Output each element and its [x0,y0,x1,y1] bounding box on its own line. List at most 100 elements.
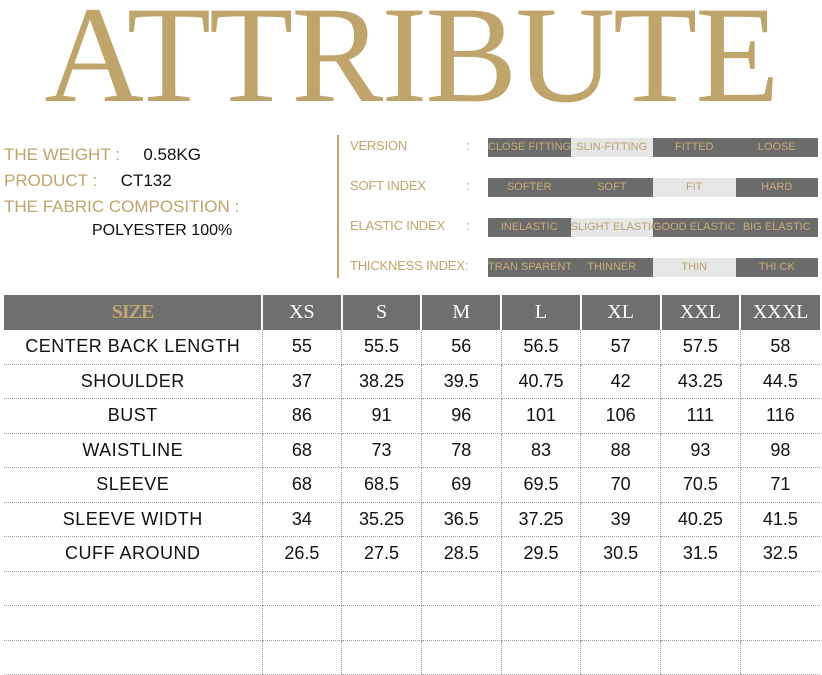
attribute-colon: : [466,218,470,233]
attribute-option: TRAN SPARENT [488,258,571,277]
table-row: CENTER BACK LENGTH 55 55.5 56 56.5 57 57.5 58 [4,330,820,365]
size-value-cell: 31.5 [660,536,741,572]
attributes-panel: VERSION : CLOSE FITTING SLIN-FITTING FIT… [350,136,820,296]
attribute-colon: : [466,178,470,193]
table-row: WAISTLINE 68 73 78 83 88 93 98 [4,433,820,468]
size-value-cell: 32.5 [740,536,820,572]
measurement-label: SHOULDER [4,364,263,399]
size-value-cell [580,605,662,641]
size-value-cell: 37 [262,364,343,399]
size-value-cell: 73 [341,433,422,468]
attribute-row-soft-index: SOFT INDEX : SOFTER SOFT FIT HARD [350,176,820,216]
size-value-cell: 55 [262,330,343,365]
attribute-row-version: VERSION : CLOSE FITTING SLIN-FITTING FIT… [350,136,820,176]
size-value-cell: 68.5 [341,467,422,503]
table-row: CUFF AROUND 26.5 27.5 28.5 29.5 30.5 31.5 32.5 [4,536,820,572]
attribute-option-selected: THIN [653,258,736,277]
product-row: PRODUCT : CT132 [4,168,329,194]
table-row [4,605,820,641]
size-value-cell: 91 [341,398,422,434]
size-value-cell: 36.5 [421,502,502,537]
fabric-label: THE FABRIC COMPOSITION : [4,197,240,216]
size-header-cell: XS [262,295,343,330]
size-value-cell [660,605,741,641]
size-chart-table: SIZE XS S M L XL XXL XXXL CENTER BACK LE… [4,295,820,675]
attribute-options: SOFTER SOFT FIT HARD [488,178,818,197]
measurement-label [4,571,263,606]
size-value-cell: 40.25 [660,502,741,537]
attribute-option: THI CK [735,258,818,277]
size-value-cell: 41.5 [740,502,820,537]
weight-value: 0.58KG [143,145,201,164]
attribute-options: TRAN SPARENT THINNER THIN THI CK [488,258,818,277]
weight-label: THE WEIGHT : [4,145,120,164]
size-table-body: CENTER BACK LENGTH 55 55.5 56 56.5 57 57.5 58 SH… [4,330,820,675]
size-value-cell [660,571,741,606]
size-value-cell: 68 [262,467,343,503]
size-value-cell: 35.25 [341,502,422,537]
size-value-cell: 44.5 [740,364,820,399]
size-value-cell [262,605,343,641]
attribute-row-thickness-index: THICKNESS INDEX: : TRAN SPARENT THINNER … [350,256,820,296]
size-value-cell: 55.5 [341,330,422,365]
size-header-cell: SIZE [4,295,263,330]
attribute-option-selected: FIT [653,178,736,197]
attribute-option: SOFT [570,178,653,197]
size-value-cell: 101 [501,398,582,434]
size-value-cell: 96 [421,398,502,434]
attribute-option: LOOSE [735,138,818,157]
measurement-label [4,640,263,675]
size-header-cell: XL [580,295,662,330]
size-value-cell [501,571,582,606]
size-value-cell: 56.5 [501,330,582,365]
size-value-cell: 37.25 [501,502,582,537]
attribute-option: FITTED [653,138,736,157]
size-value-cell: 29.5 [501,536,582,572]
fabric-value: POLYESTER 100% [92,222,233,239]
size-value-cell: 28.5 [421,536,502,572]
weight-row: THE WEIGHT : 0.58KG [4,142,329,168]
measurement-label: WAISTLINE [4,433,263,468]
attribute-option-selected: SLIGHT ELASTIC [570,218,653,237]
attribute-option: INELASTIC [488,218,571,237]
size-value-cell: 34 [262,502,343,537]
size-value-cell: 93 [660,433,741,468]
size-value-cell: 56 [421,330,502,365]
size-value-cell: 71 [740,467,820,503]
measurement-label: BUST [4,398,263,434]
size-value-cell [580,640,662,675]
size-value-cell: 78 [421,433,502,468]
size-value-cell: 26.5 [262,536,343,572]
size-value-cell: 43.25 [660,364,741,399]
size-value-cell: 86 [262,398,343,434]
size-value-cell: 70.5 [660,467,741,503]
size-value-cell: 111 [660,398,741,434]
size-value-cell: 27.5 [341,536,422,572]
size-value-cell: 68 [262,433,343,468]
size-value-cell [341,640,422,675]
size-value-cell: 42 [580,364,662,399]
size-header-row: SIZE XS S M L XL XXL XXXL [4,295,820,330]
size-header-cell: XXXL [740,295,820,330]
size-header-cell: M [421,295,503,330]
attribute-option: SOFTER [488,178,571,197]
size-value-cell: 98 [740,433,820,468]
size-value-cell: 69 [421,467,502,503]
size-value-cell: 106 [580,398,662,434]
attribute-row-elastic-index: ELASTIC INDEX : INELASTIC SLIGHT ELASTIC… [350,216,820,256]
attribute-option: HARD [735,178,818,197]
attribute-option: THINNER [570,258,653,277]
fabric-row: THE FABRIC COMPOSITION : [4,194,329,220]
size-value-cell [262,640,343,675]
table-row: SLEEVE 68 68.5 69 69.5 70 70.5 71 [4,467,820,503]
attribute-options: INELASTIC SLIGHT ELASTIC GOOD ELASTIC BI… [488,218,818,237]
size-value-cell: 70 [580,467,662,503]
divider [337,135,339,278]
size-value-cell [341,571,422,606]
size-value-cell: 88 [580,433,662,468]
table-row [4,640,820,675]
measurement-label: SLEEVE WIDTH [4,502,263,537]
size-header-cell: L [501,295,582,330]
size-value-cell: 116 [740,398,820,434]
size-value-cell: 38.25 [341,364,422,399]
